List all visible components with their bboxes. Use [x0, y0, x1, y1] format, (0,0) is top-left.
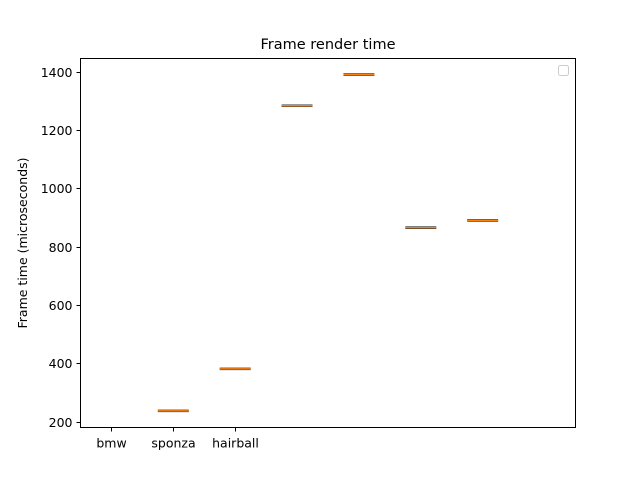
legend-box	[558, 65, 569, 76]
chart-title: Frame render time	[261, 37, 396, 53]
plot-frame	[80, 58, 576, 428]
x-tick-label: bmw	[96, 436, 126, 451]
y-tick-label: 800	[49, 240, 73, 255]
y-axis-label: Frame time (microseconds)	[15, 157, 30, 328]
y-tick-label: 1400	[41, 65, 73, 80]
y-axis: 200 400 600 800 1000 1200 1400	[41, 65, 81, 430]
y-tick-label: 1200	[41, 123, 73, 138]
x-tick-label: hairball	[212, 436, 259, 451]
y-tick-label: 400	[49, 356, 73, 371]
plot-marks	[157, 73, 499, 413]
x-tick-label: sponza	[151, 436, 195, 451]
y-tick-label: 200	[49, 415, 73, 430]
y-tick-label: 600	[49, 298, 73, 313]
y-tick-label: 1000	[41, 181, 73, 196]
x-axis: bmw sponza hairball	[96, 427, 259, 451]
